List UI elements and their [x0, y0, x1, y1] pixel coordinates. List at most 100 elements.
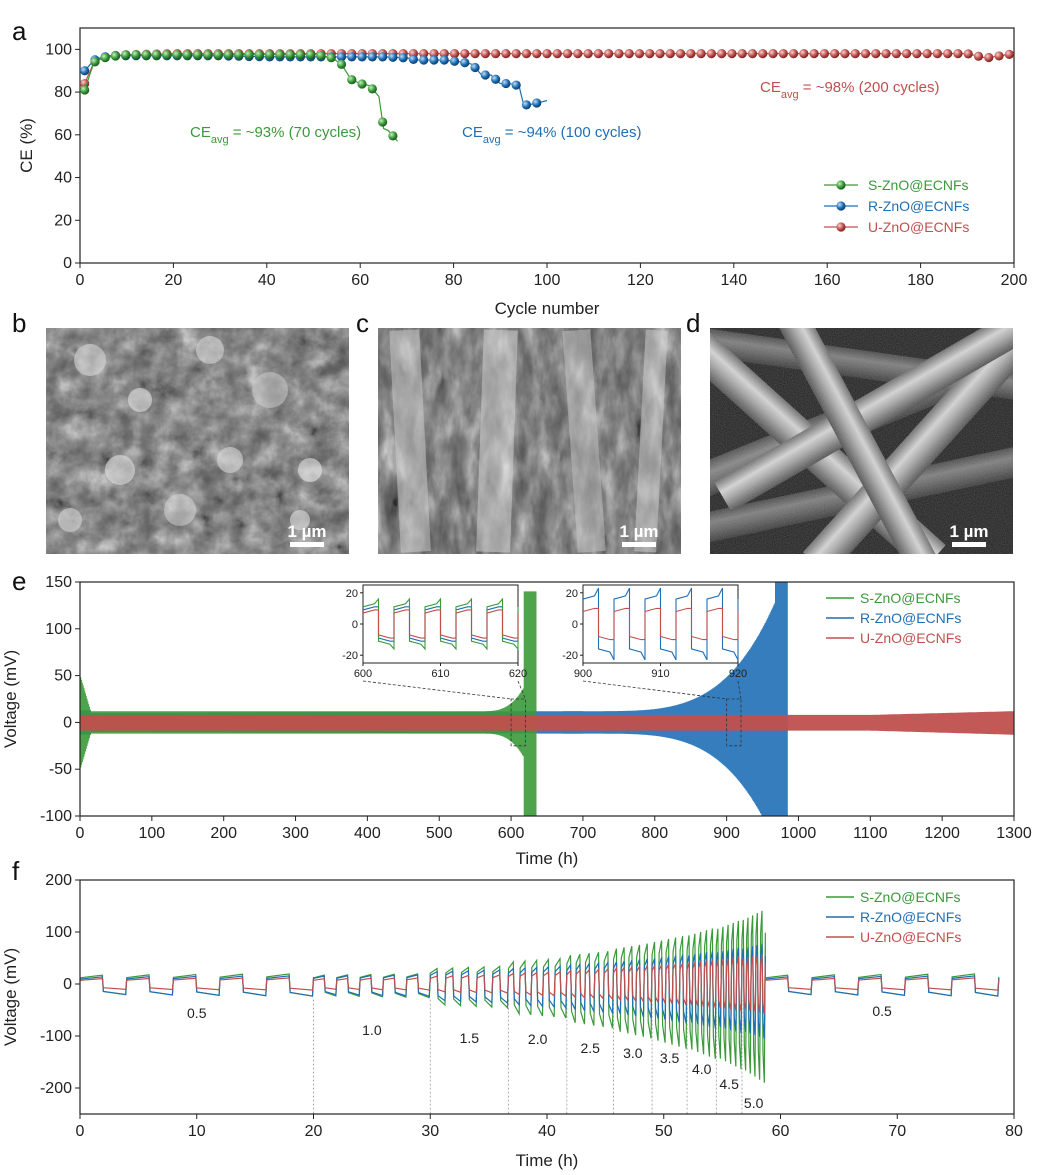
x-tick-label: 20	[165, 272, 183, 289]
plot-frame	[79, 581, 1015, 817]
inset-x-tick-label: 910	[651, 668, 669, 680]
y-tick-label: -50	[49, 761, 72, 778]
x-tick-label: 80	[445, 272, 463, 289]
data-point	[306, 50, 316, 60]
x-axis-label: Time (h)	[516, 849, 579, 868]
annotation-U: CEavg = ~98% (200 cycles)	[760, 79, 940, 101]
x-tick-label: 1000	[781, 825, 817, 842]
legend-entry: S-ZnO@ECNFs	[868, 177, 969, 193]
zoom-connector	[737, 680, 742, 700]
x-tick-label: 900	[713, 825, 740, 842]
data-point	[562, 49, 573, 59]
legend-entry: U-ZnO@ECNFs	[860, 929, 961, 945]
inset-y-tick-label: 0	[352, 619, 358, 631]
data-point	[634, 49, 645, 59]
data-point	[141, 50, 151, 60]
data-point	[501, 78, 511, 89]
data-point	[778, 49, 788, 59]
data-point	[1004, 49, 1014, 59]
data-point	[706, 49, 716, 59]
legend-entry: U-ZnO@ECNFs	[868, 219, 969, 235]
y-axis-label: CE (%)	[17, 118, 36, 173]
inset-trace-U	[362, 609, 519, 639]
y-tick-label: 100	[45, 924, 72, 941]
x-tick-label: 1100	[853, 825, 888, 842]
data-point	[583, 49, 593, 59]
data-point	[624, 49, 634, 59]
data-point	[439, 55, 449, 65]
x-tick-label: 160	[814, 272, 841, 289]
x-tick-label: 120	[627, 272, 654, 289]
data-point	[429, 55, 439, 65]
data-point	[686, 49, 696, 59]
x-tick-label: 200	[210, 825, 237, 842]
x-tick-label: 70	[888, 1123, 906, 1140]
panel-e-voltage-chart: 0 100 200 300 400 500 600 700 800 900 1000 1100 1200…	[1, 574, 1032, 868]
data-point	[943, 49, 953, 59]
rate-label: 0.5	[187, 1005, 207, 1021]
inset-y-tick-label: 0	[572, 619, 578, 631]
x-tick-label: 60	[351, 272, 369, 289]
rate-label: 3.5	[660, 1050, 680, 1066]
zoom-connector	[517, 680, 526, 700]
data-point	[501, 49, 511, 59]
zoom-connector	[582, 680, 727, 700]
inset-x-tick-label: 900	[574, 668, 592, 680]
data-point	[696, 49, 706, 59]
rate-label: 0.5	[872, 1003, 892, 1019]
rate-label: 4.5	[719, 1076, 739, 1092]
data-point	[655, 49, 665, 59]
data-point	[511, 49, 521, 59]
data-point	[717, 49, 727, 59]
annotation-R: CEavg = ~94% (100 cycles)	[462, 124, 642, 146]
panel-label-a: a	[12, 16, 27, 46]
x-tick-label: 1300	[996, 825, 1032, 842]
zoom-region	[726, 698, 742, 747]
data-point	[223, 50, 234, 60]
x-tick-label: 700	[570, 825, 597, 842]
rate-label: 5.0	[744, 1095, 764, 1111]
data-point	[419, 55, 429, 65]
data-point	[213, 50, 223, 60]
y-tick-label: 150	[45, 574, 72, 591]
data-point	[881, 49, 891, 59]
x-tick-label: 400	[354, 825, 381, 842]
y-axis-label: Voltage (mV)	[1, 948, 20, 1046]
data-point	[758, 49, 768, 59]
data-point	[388, 52, 398, 62]
y-tick-label: 50	[54, 668, 72, 685]
x-tick-label: 1200	[924, 825, 960, 842]
data-point	[973, 51, 984, 61]
legend-marker	[836, 222, 846, 232]
inset-x-tick-label: 600	[354, 668, 372, 680]
y-tick-label: 0	[63, 714, 72, 731]
data-point	[727, 49, 737, 59]
y-tick-label: 80	[54, 84, 72, 101]
data-point	[830, 49, 840, 59]
x-tick-label: 600	[498, 825, 525, 842]
data-point	[347, 75, 357, 85]
data-point	[737, 49, 747, 59]
data-point	[850, 49, 860, 59]
series-trace	[80, 954, 1000, 1014]
sem-image-d: 1 µm	[710, 328, 1013, 554]
data-point	[922, 49, 932, 59]
x-axis-label: Cycle number	[495, 299, 600, 318]
data-point	[80, 66, 90, 76]
data-point	[275, 50, 285, 60]
data-point	[357, 52, 367, 62]
scale-bar	[622, 542, 656, 547]
panel-label-f: f	[12, 856, 20, 886]
panel-label-e: e	[12, 566, 26, 596]
data-point	[491, 49, 501, 59]
data-point	[963, 49, 973, 59]
x-tick-label: 500	[426, 825, 453, 842]
x-tick-label: 20	[305, 1123, 323, 1140]
y-tick-label: 200	[45, 872, 72, 889]
zoom-connector	[362, 680, 512, 700]
scale-bar-label: 1 µm	[949, 522, 988, 541]
x-tick-label: 0	[76, 272, 85, 289]
data-point	[408, 54, 419, 65]
data-point	[932, 49, 943, 59]
legend-entry: U-ZnO@ECNFs	[860, 630, 961, 646]
